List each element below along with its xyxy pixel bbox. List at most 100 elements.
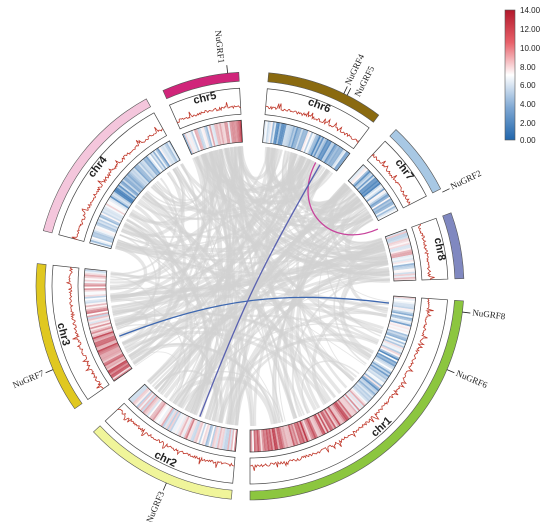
heatmap-cell (317, 412, 329, 433)
heatmap-cell (363, 373, 382, 389)
heatmap-cell (157, 405, 172, 425)
heatmap-cell (164, 143, 177, 163)
heatmap-cell (99, 347, 121, 359)
heatmap-cell (356, 174, 375, 191)
heatmap-cell (377, 352, 398, 365)
heatmap-cell (372, 360, 393, 374)
heatmap-cell (374, 356, 395, 369)
heatmap-cell (299, 420, 309, 443)
heatmap-cell (236, 120, 240, 143)
heatmap-cell (333, 402, 349, 422)
heatmap-cell (377, 208, 398, 221)
heatmap-cell (111, 364, 131, 379)
heatmap-cell (100, 212, 122, 224)
heatmap-cell (360, 179, 379, 196)
heatmap-cell (393, 296, 416, 300)
heatmap-cell (105, 202, 126, 216)
heatmap-cell (340, 396, 357, 415)
heatmap-cell (315, 138, 328, 159)
heatmap-cell (220, 122, 227, 145)
heatmap-cell (137, 162, 154, 181)
heatmap-cell (147, 399, 163, 418)
heatmap-cell (110, 363, 130, 377)
heatmap-cell (198, 127, 208, 150)
heatmap-cell (334, 401, 350, 421)
heatmap-cell (355, 383, 373, 400)
synteny-link (110, 271, 253, 427)
heatmap-track-box (262, 120, 351, 172)
heatmap-cell (84, 282, 107, 285)
heatmap-cell (266, 428, 272, 451)
synteny-link (228, 147, 276, 425)
heatmap-cell (106, 201, 127, 214)
legend-color-bar (504, 9, 516, 141)
heatmap-cell (104, 355, 125, 368)
gene-tick (462, 311, 471, 314)
heatmap-cell (144, 156, 160, 176)
heatmap-cell (99, 215, 120, 227)
heatmap-cell (297, 129, 307, 151)
heatmap-cell (89, 241, 112, 249)
heatmap-cell (281, 124, 289, 146)
heatmap-cell (210, 124, 218, 147)
heatmap-cell (185, 132, 196, 154)
heatmap-cell (215, 123, 222, 146)
heatmap-cell (390, 247, 412, 255)
heatmap-cell (84, 296, 107, 301)
heatmap-cell (385, 334, 407, 344)
heatmap-cell (91, 329, 114, 338)
highlight-link (199, 164, 321, 417)
heatmap-cell (159, 145, 173, 166)
heatmap-cell (387, 237, 410, 246)
heatmap-cell (323, 408, 337, 429)
heatmap-cell (318, 139, 331, 161)
heatmap-cell (113, 189, 133, 204)
heatmap-cell (372, 199, 393, 213)
heatmap-cell (386, 232, 408, 242)
heatmap-cell (347, 390, 365, 408)
heatmap-cell (181, 417, 193, 439)
heatmap-cell (389, 318, 412, 326)
heatmap-cell (206, 424, 214, 447)
heatmap-cell (374, 357, 395, 371)
heatmap-cell (390, 315, 413, 322)
heatmap-cell (180, 416, 191, 438)
heatmap-cell (304, 418, 315, 440)
heatmap-cell (375, 205, 397, 218)
heatmap-cell (132, 387, 149, 405)
heatmap-cell (333, 151, 349, 170)
heatmap-cell (146, 398, 162, 417)
synteny-link (285, 151, 369, 222)
gene-tick (45, 369, 54, 374)
heatmap-cell (392, 305, 415, 310)
heatmap-cell (186, 419, 197, 441)
heatmap-cell (164, 409, 178, 430)
heatmap-cell (390, 250, 413, 258)
heatmap-cell (375, 354, 396, 368)
heatmap-cell (88, 319, 111, 327)
heatmap-cell (167, 141, 180, 162)
heatmap-cell (227, 121, 233, 144)
heatmap-cell (168, 140, 181, 161)
heatmap-cell (356, 381, 374, 399)
heatmap-cell (391, 257, 414, 264)
heatmap-cell (284, 425, 292, 448)
heatmap-cell (203, 126, 212, 148)
heatmap-cell (313, 136, 325, 158)
heatmap-cell (237, 120, 242, 143)
heatmap-cell (391, 311, 414, 317)
heatmap-cell (153, 149, 168, 169)
heatmap-track-box (128, 383, 238, 452)
heatmap-cell (190, 130, 200, 152)
heatmap-cell (280, 123, 287, 146)
heatmap-cell (362, 375, 381, 391)
synteny-link (154, 182, 199, 395)
line-track-box (411, 217, 449, 281)
heatmap-cell (384, 335, 406, 346)
heatmap-cell (325, 144, 339, 164)
heatmap-cell (151, 402, 167, 421)
heatmap-cell (95, 223, 117, 233)
line-track-box (366, 140, 427, 209)
heatmap-cell (256, 429, 260, 452)
heatmap-cell (381, 342, 403, 354)
